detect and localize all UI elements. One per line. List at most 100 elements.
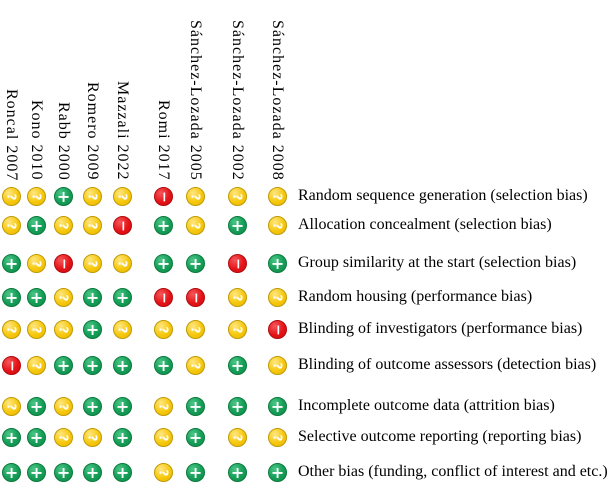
judgment-unclear-icon: ?	[83, 254, 102, 273]
judgment-unclear-icon: ?	[268, 216, 287, 235]
judgment-high-icon: −	[268, 320, 287, 339]
judgment-unclear-icon: ?	[83, 428, 102, 447]
judgment-symbol: +	[83, 358, 103, 373]
judgment-symbol: ?	[230, 434, 245, 441]
judgment-unclear-icon: ?	[83, 216, 102, 235]
judgment-symbol: ?	[4, 326, 19, 333]
judgment-symbol: +	[268, 399, 288, 414]
judgment-low-icon: +	[228, 216, 248, 235]
judgment-low-icon: +	[83, 397, 103, 416]
judgment-symbol: ?	[115, 260, 130, 267]
judgment-symbol: +	[228, 358, 248, 373]
judgment-symbol: ?	[29, 193, 44, 200]
judgment-symbol: +	[27, 218, 47, 233]
judgment-low-icon: +	[113, 397, 133, 416]
judgment-high-icon: −	[113, 216, 132, 235]
study-label: Kono 2010	[24, 100, 48, 181]
judgment-symbol: +	[83, 322, 103, 337]
judgment-symbol: −	[3, 359, 20, 372]
study-label-text: Roncal 2007	[3, 88, 20, 181]
judgment-symbol: +	[268, 256, 288, 271]
judgment-symbol: ?	[188, 326, 203, 333]
study-label-text: Sánchez-Lozada 2005	[187, 20, 204, 181]
judgment-symbol: ?	[270, 434, 285, 441]
judgment-unclear-icon: ?	[228, 288, 247, 307]
judgment-low-icon: +	[186, 397, 206, 416]
judgment-unclear-icon: ?	[154, 463, 173, 482]
judgment-symbol: −	[187, 291, 204, 304]
judgment-unclear-icon: ?	[2, 397, 21, 416]
study-label-text: Kono 2010	[28, 100, 45, 181]
judgment-low-icon: +	[2, 288, 22, 307]
judgment-low-icon: +	[268, 397, 288, 416]
judgment-unclear-icon: ?	[54, 428, 73, 447]
bias-item-label: Blinding of investigators (performance b…	[298, 320, 583, 337]
judgment-symbol: +	[54, 189, 74, 204]
judgment-unclear-icon: ?	[113, 187, 132, 206]
judgment-unclear-icon: ?	[268, 428, 287, 447]
bias-item-label: Other bias (funding, conflict of interes…	[298, 463, 608, 480]
judgment-low-icon: +	[83, 463, 103, 482]
bias-item-label: Group similarity at the start (selection…	[298, 254, 577, 271]
judgment-symbol: ?	[56, 222, 71, 229]
judgment-low-icon: +	[27, 288, 47, 307]
judgment-symbol: +	[27, 290, 47, 305]
judgment-symbol: ?	[4, 403, 19, 410]
judgment-low-icon: +	[154, 254, 174, 273]
study-label: Romero 2009	[80, 82, 104, 181]
judgment-unclear-icon: ?	[268, 356, 287, 375]
judgment-symbol: +	[54, 358, 74, 373]
judgment-symbol: +	[228, 465, 248, 480]
study-label: Sánchez-Lozada 2005	[183, 20, 207, 181]
judgment-unclear-icon: ?	[268, 288, 287, 307]
study-label-text: Rabb 2000	[55, 102, 72, 181]
judgment-low-icon: +	[228, 397, 248, 416]
judgment-symbol: ?	[29, 260, 44, 267]
judgment-symbol: +	[186, 430, 206, 445]
judgment-symbol: ?	[85, 193, 100, 200]
judgment-symbol: +	[186, 256, 206, 271]
judgment-symbol: ?	[188, 193, 203, 200]
judgment-symbol: +	[154, 256, 174, 271]
judgment-symbol: +	[228, 399, 248, 414]
judgment-unclear-icon: ?	[54, 288, 73, 307]
judgment-symbol: ?	[270, 294, 285, 301]
judgment-high-icon: −	[2, 356, 21, 375]
judgment-low-icon: +	[54, 356, 74, 375]
judgment-low-icon: +	[54, 187, 74, 206]
judgment-low-icon: +	[2, 254, 22, 273]
judgment-symbol: ?	[188, 222, 203, 229]
judgment-low-icon: +	[228, 356, 248, 375]
judgment-low-icon: +	[154, 216, 174, 235]
study-label: Rabb 2000	[51, 102, 75, 181]
judgment-low-icon: +	[83, 288, 103, 307]
judgment-symbol: ?	[270, 362, 285, 369]
judgment-unclear-icon: ?	[186, 216, 205, 235]
study-label: Sánchez-Lozada 2008	[265, 20, 289, 181]
judgment-symbol: ?	[270, 193, 285, 200]
judgment-symbol: ?	[56, 403, 71, 410]
judgment-unclear-icon: ?	[54, 216, 73, 235]
judgment-unclear-icon: ?	[27, 356, 46, 375]
judgment-symbol: +	[2, 256, 22, 271]
judgment-symbol: ?	[270, 222, 285, 229]
judgment-unclear-icon: ?	[228, 187, 247, 206]
judgment-low-icon: +	[268, 463, 288, 482]
judgment-symbol: +	[113, 430, 133, 445]
judgment-symbol: +	[113, 290, 133, 305]
judgment-unclear-icon: ?	[2, 187, 21, 206]
judgment-symbol: −	[229, 257, 246, 270]
judgment-symbol: +	[2, 465, 22, 480]
judgment-symbol: −	[155, 291, 172, 304]
judgment-symbol: +	[113, 399, 133, 414]
judgment-unclear-icon: ?	[83, 187, 102, 206]
judgment-symbol: ?	[85, 434, 100, 441]
judgment-symbol: ?	[230, 193, 245, 200]
judgment-symbol: ?	[56, 434, 71, 441]
judgment-symbol: ?	[56, 294, 71, 301]
study-label: Sánchez-Lozada 2002	[225, 20, 249, 181]
study-label: Romi 2017	[151, 100, 175, 181]
judgment-unclear-icon: ?	[186, 356, 205, 375]
study-label-text: Sánchez-Lozada 2008	[269, 20, 286, 181]
judgment-high-icon: −	[154, 187, 173, 206]
